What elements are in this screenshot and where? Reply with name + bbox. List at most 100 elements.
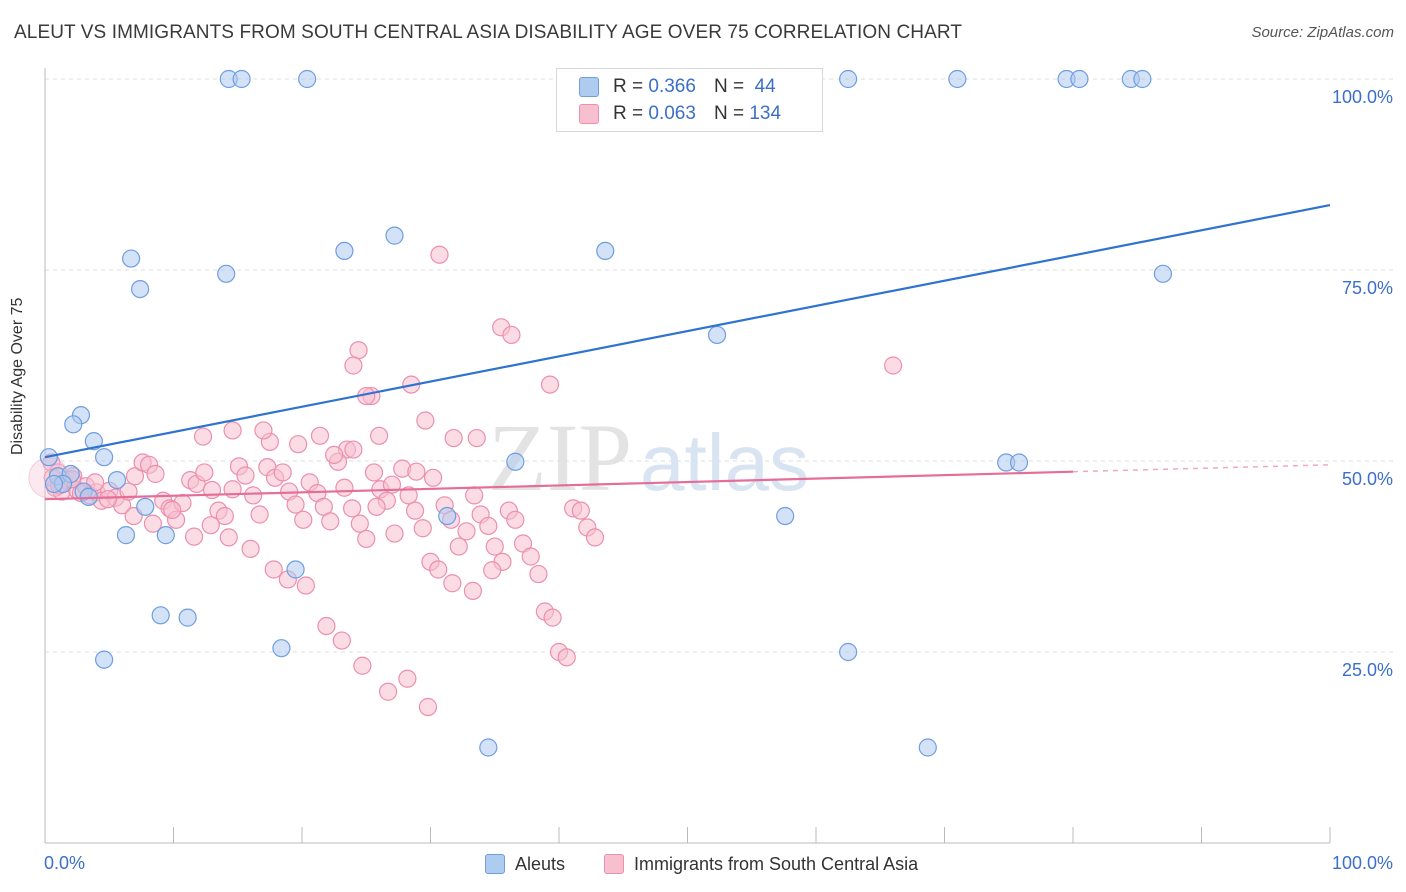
point-aleuts — [1133, 69, 1152, 89]
point-aleuts — [107, 471, 127, 490]
point-immigrants — [350, 514, 369, 533]
bottom-legend-swatch-blue — [485, 854, 505, 874]
point-immigrants — [367, 497, 386, 516]
point-aleuts — [136, 497, 155, 516]
point-immigrants — [416, 411, 435, 430]
point-aleuts — [839, 69, 858, 89]
point-immigrants — [343, 499, 362, 518]
point-aleuts — [839, 642, 858, 662]
y-axis-label: Disability Age Over 75 — [9, 297, 26, 455]
point-immigrants — [332, 631, 351, 650]
point-immigrants — [413, 519, 432, 538]
point-immigrants — [296, 576, 315, 595]
bottom-legend-label-aleuts: Aleuts — [515, 853, 566, 874]
point-immigrants — [429, 560, 448, 579]
point-immigrants — [463, 581, 483, 600]
point-immigrants — [364, 463, 384, 482]
y-tick-label: 50.0% — [1342, 469, 1393, 489]
point-aleuts — [1009, 453, 1029, 472]
x-tick-label-max: 100.0% — [1332, 853, 1393, 873]
point-immigrants — [479, 516, 498, 536]
point-immigrants — [557, 648, 576, 667]
point-immigrants — [485, 537, 504, 556]
point-immigrants — [193, 427, 213, 446]
point-aleuts — [707, 325, 727, 345]
point-aleuts — [776, 506, 795, 526]
point-immigrants — [465, 486, 484, 505]
point-immigrants — [244, 486, 263, 505]
y-tick-label: 25.0% — [1342, 660, 1393, 680]
point-immigrants — [201, 516, 220, 535]
point-immigrants — [325, 445, 344, 464]
legend-r-label: R = — [613, 103, 644, 124]
point-immigrants — [215, 506, 234, 526]
point-immigrants — [883, 356, 903, 375]
blue-series-points — [39, 69, 1173, 757]
point-aleuts — [178, 608, 197, 627]
point-immigrants — [543, 608, 562, 627]
point-immigrants — [146, 464, 165, 484]
stats-legend: R = 0.366 N = 44 R = 0.063 N = 134 — [556, 68, 823, 132]
trendline-immigrants-extension — [1072, 464, 1331, 473]
legend-n-label: N = — [713, 103, 745, 124]
point-immigrants — [398, 669, 417, 688]
point-immigrants — [571, 501, 590, 520]
point-aleuts — [121, 249, 141, 268]
point-immigrants — [385, 524, 404, 543]
point-immigrants — [349, 341, 368, 360]
legend-n-value: 44 — [754, 76, 776, 97]
point-immigrants — [540, 375, 560, 394]
point-immigrants — [273, 463, 292, 482]
point-immigrants — [344, 356, 363, 375]
point-aleuts — [272, 639, 291, 658]
legend-r-label: R = — [613, 76, 644, 97]
point-aleuts — [217, 264, 236, 283]
bottom-legend-swatch-pink — [604, 854, 624, 874]
point-immigrants — [430, 245, 449, 264]
point-aleuts — [130, 280, 150, 299]
point-aleuts — [232, 69, 251, 89]
legend-row-immigrants: R = 0.063 N = 134 — [579, 101, 781, 127]
point-aleuts — [156, 526, 175, 545]
y-tick-label: 75.0% — [1342, 278, 1393, 298]
legend-r-value: 0.063 — [648, 103, 696, 124]
watermark: ZIP atlas — [488, 404, 809, 511]
legend-r-value: 0.366 — [648, 76, 696, 97]
legend-swatch-blue — [579, 77, 599, 97]
point-aleuts — [298, 69, 317, 89]
point-immigrants — [467, 428, 486, 448]
point-immigrants — [294, 510, 313, 529]
point-aleuts — [385, 226, 404, 245]
legend-swatch-pink — [579, 104, 599, 124]
point-immigrants — [143, 514, 163, 533]
point-immigrants — [335, 478, 354, 497]
trendlines — [44, 203, 1331, 501]
point-immigrants — [264, 560, 283, 579]
point-immigrants — [219, 528, 238, 547]
point-immigrants — [98, 490, 118, 509]
point-aleuts — [506, 452, 525, 471]
bottom-legend-aleuts: Aleuts — [485, 852, 565, 876]
point-aleuts — [84, 432, 103, 451]
point-immigrants — [378, 682, 398, 701]
point-immigrants — [407, 462, 426, 481]
point-aleuts — [44, 474, 64, 494]
point-immigrants — [163, 500, 182, 519]
point-immigrants — [286, 495, 305, 514]
point-immigrants — [125, 467, 145, 486]
bottom-legend-immigrants: Immigrants from South Central Asia — [604, 852, 918, 876]
point-immigrants — [317, 616, 336, 636]
point-immigrants — [418, 697, 438, 717]
point-immigrants — [310, 426, 330, 445]
point-aleuts — [286, 560, 305, 579]
chart-title: ALEUT VS IMMIGRANTS FROM SOUTH CENTRAL A… — [14, 22, 963, 43]
point-aleuts — [116, 526, 136, 545]
point-immigrants — [399, 486, 418, 505]
legend-n-value: 134 — [749, 103, 782, 124]
point-aleuts — [918, 738, 937, 757]
point-immigrants — [321, 512, 340, 531]
point-aleuts — [596, 241, 615, 260]
point-aleuts — [1153, 264, 1173, 283]
point-immigrants — [184, 527, 204, 546]
